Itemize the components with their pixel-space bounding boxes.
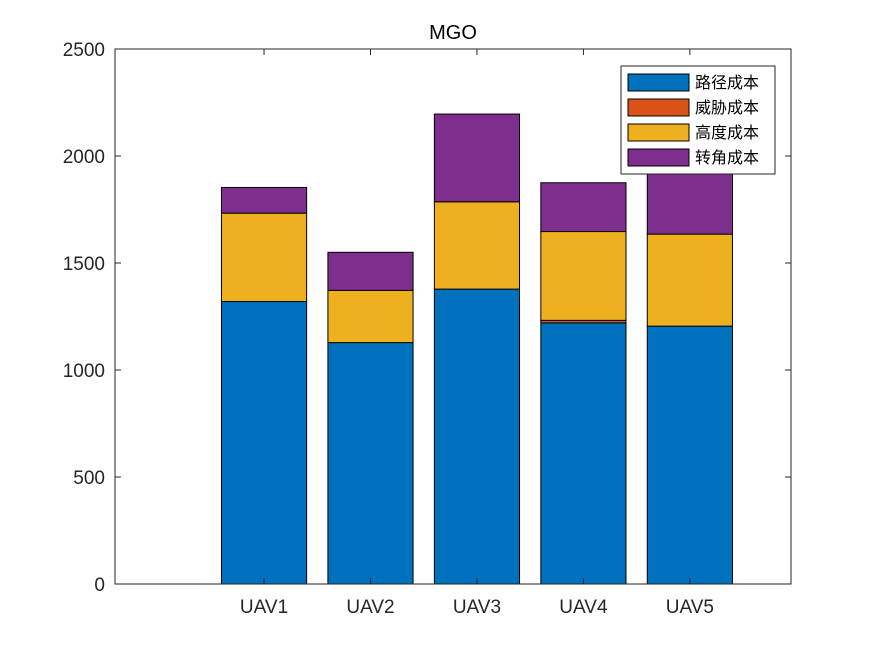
bar-uav2-series-1 xyxy=(327,342,414,585)
y-tick-label: 500 xyxy=(73,468,105,489)
bars-layer xyxy=(220,113,733,585)
axes-layer: 0 500 1000 1500 2000 2500 UAV1 UAV2 UAV3 UAV4 UAV5 xyxy=(63,40,792,618)
y-tick-label: 0 xyxy=(94,575,105,596)
bar-uav3-series-1 xyxy=(433,288,521,585)
bar-uav5-series-3 xyxy=(646,233,733,327)
bar-uav1-series-4 xyxy=(220,186,308,214)
y-tick-label: 1000 xyxy=(63,361,105,382)
x-tick-label: UAV4 xyxy=(559,597,608,618)
legend-swatch xyxy=(627,73,690,92)
bar-uav2-series-3 xyxy=(327,289,414,344)
legend-swatch xyxy=(627,123,690,142)
bar-uav2-series-4 xyxy=(327,251,414,291)
x-tick-label: UAV3 xyxy=(453,597,501,618)
legend-swatch xyxy=(627,148,690,167)
legend-label: 高度成本 xyxy=(695,123,759,142)
chart-title: MGO xyxy=(429,22,477,44)
legend-label: 路径成本 xyxy=(695,73,759,92)
y-tick-label: 2500 xyxy=(63,40,105,61)
bar-uav1-series-3 xyxy=(220,212,308,303)
legend-label: 威胁成本 xyxy=(695,98,759,117)
bar-uav1-series-1 xyxy=(220,301,308,585)
bar-uav3-series-3 xyxy=(433,201,521,290)
axes-box xyxy=(114,48,792,585)
bar-uav3-series-4 xyxy=(433,113,521,203)
x-tick-label: UAV2 xyxy=(346,597,394,618)
bar-uav4-series-3 xyxy=(540,231,627,321)
legend-swatch xyxy=(627,98,690,117)
y-tick-label: 2000 xyxy=(63,147,105,168)
bar-uav4-series-1 xyxy=(540,322,627,585)
bar-uav4-series-4 xyxy=(540,182,627,233)
legend-label: 转角成本 xyxy=(695,148,759,167)
x-tick-label: UAV1 xyxy=(240,597,288,618)
bar-uav5-series-1 xyxy=(646,325,733,585)
x-tick-label: UAV5 xyxy=(666,597,714,618)
y-tick-label: 1500 xyxy=(63,254,105,275)
